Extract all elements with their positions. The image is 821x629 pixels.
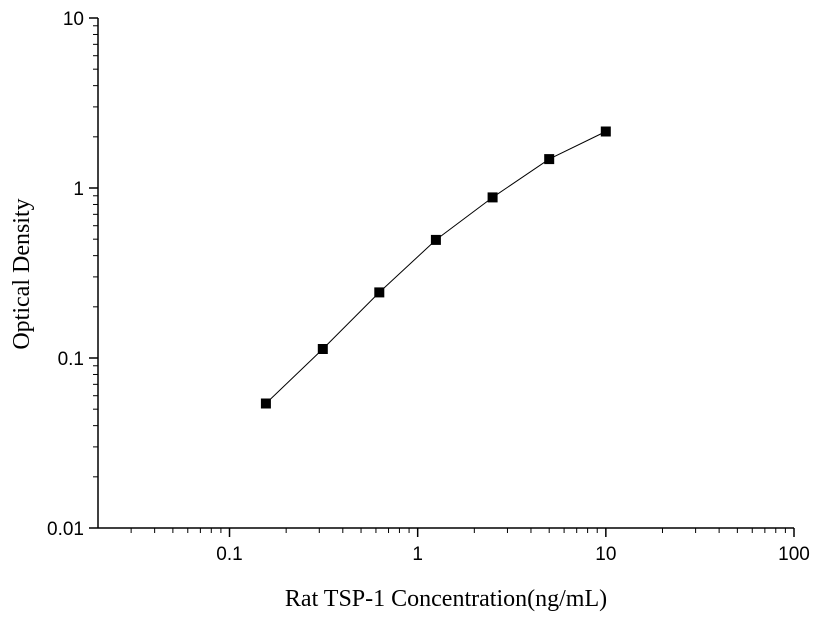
y-tick-label: 10: [63, 9, 84, 30]
data-point: [544, 154, 555, 165]
y-tick-label: 1: [73, 179, 84, 200]
data-point: [374, 287, 385, 298]
series-line: [265, 131, 607, 404]
x-tick-label: 10: [595, 544, 616, 565]
axes: [97, 18, 794, 529]
x-tick-label: 1: [412, 544, 423, 565]
x-axis-title: Rat TSP-1 Concentration(ng/mL): [285, 586, 607, 612]
y-axis-title: Optical Density: [9, 198, 35, 349]
x-tick-label: 100: [778, 544, 810, 565]
series: [260, 126, 611, 409]
data-point: [487, 192, 498, 203]
data-point: [317, 344, 328, 354]
data-point: [600, 126, 611, 137]
data-point: [430, 234, 441, 245]
y-tick-label: 0.01: [47, 519, 84, 540]
x-tick-label: 0.1: [216, 544, 242, 565]
data-point: [260, 398, 271, 409]
ticks: 0.1 1 10 100 0.01 0.1 1 10: [47, 9, 810, 565]
y-tick-label: 0.1: [58, 349, 84, 370]
